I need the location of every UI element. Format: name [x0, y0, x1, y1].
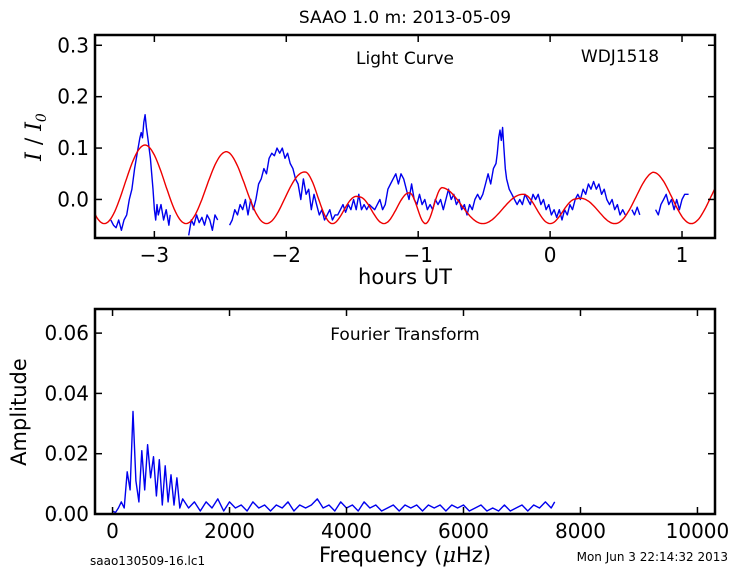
light-curve-xtick-label: −2 [272, 243, 301, 267]
light-curve-data-segment [631, 206, 641, 216]
fourier-title: Fourier Transform [330, 325, 479, 345]
light-curve-xtick-label: 1 [676, 243, 689, 267]
fourier-ytick-label: 0.00 [44, 502, 89, 526]
fourier-amplitude-line [112, 410, 556, 514]
light-curve-title: Light Curve [356, 49, 454, 69]
fourier-xtick-label: 4000 [321, 519, 372, 543]
light-curve-ylabel: I / I0 [22, 113, 50, 162]
fourier-xtick-label: 2000 [204, 519, 255, 543]
light-curve-panel: −3 −2 −1 0 1 0.0 0.1 0.2 0.3 Light Curve WDJ1518… [22, 33, 717, 289]
light-curve-xlabel: hours UT [358, 265, 452, 289]
object-label: WDJ1518 [581, 47, 659, 67]
light-curve-xtick-label: −3 [140, 243, 169, 267]
fourier-ytick-label: 0.04 [44, 381, 89, 405]
fourier-xtick-label: 6000 [438, 519, 489, 543]
light-curve-data-segment [228, 126, 626, 226]
fourier-ticks: 0 2000 4000 6000 8000 10000 0.00 0.02 0.04 0.06 [44, 309, 729, 543]
light-curve-ticks: −3 −2 −1 0 1 0.0 0.1 0.2 0.3 [57, 33, 715, 267]
light-curve-ytick-label: 0.0 [57, 187, 89, 211]
fourier-xtick-label: 10000 [666, 519, 730, 543]
light-curve-ytick-label: 0.3 [57, 33, 89, 57]
fourier-axes-frame [93, 307, 717, 516]
figure-title: SAAO 1.0 m: 2013-05-09 [299, 8, 511, 28]
light-curve-ytick-label: 0.1 [57, 136, 89, 160]
light-curve-model-line [95, 144, 715, 225]
light-curve-xtick-label: −1 [403, 243, 432, 267]
fourier-xlabel: Frequency (μHz) [319, 543, 491, 567]
light-curve-axes-frame [93, 33, 717, 240]
fourier-ytick-label: 0.02 [44, 442, 89, 466]
fourier-ytick-label: 0.06 [44, 321, 89, 345]
footer-timestamp: Mon Jun 3 22:14:32 2013 [577, 550, 728, 564]
light-curve-data-segment [188, 214, 219, 236]
light-curve-data-segment [654, 193, 689, 216]
footer-filename: saao130509-16.lc1 [90, 554, 205, 568]
light-curve-xtick-label: 0 [544, 243, 557, 267]
light-curve-ytick-label: 0.2 [57, 85, 89, 109]
light-curve-plot-area [95, 114, 715, 236]
fourier-xtick-label: 0 [106, 519, 119, 543]
fourier-plot-area [112, 410, 556, 514]
light-curve-data-segment [110, 114, 171, 231]
fourier-ylabel: Amplitude [7, 358, 31, 466]
fourier-panel: 0 2000 4000 6000 8000 10000 0.00 0.02 0.04 0.06 F… [7, 307, 729, 567]
fourier-xtick-label: 8000 [555, 519, 606, 543]
